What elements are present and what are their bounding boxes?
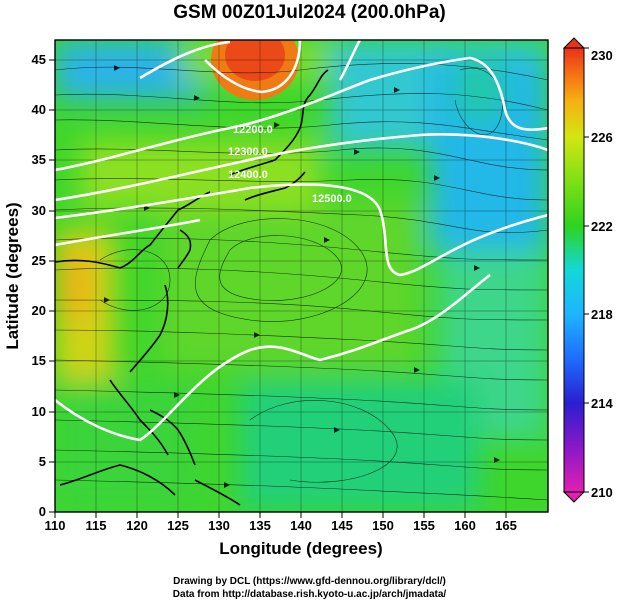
y-tick-label: 30 [32,203,46,218]
colorbar-tick-label: 222 [591,219,613,234]
x-tick-label: 130 [208,518,230,533]
y-tick-label: 40 [32,102,46,117]
y-tick-label: 45 [32,52,46,67]
x-tick-label: 115 [86,518,107,533]
credit-drawing: Drawing by DCL (https://www.gfd-dennou.o… [173,576,446,587]
credits: Drawing by DCL (https://www.gfd-dennou.o… [0,575,619,601]
coastlines [55,69,329,506]
y-tick-label: 5 [39,454,46,469]
colorbar-tick-label: 214 [591,396,613,411]
y-axis: 0 5 10 15 20 25 30 35 40 45 Latitude (de… [3,52,55,519]
temperature-field: 12200.0 12300.0 12400.0 12500.0 [55,40,548,512]
x-tick-label: 155 [413,518,435,533]
x-tick-label: 145 [331,518,353,533]
x-tick-label: 150 [372,518,394,533]
colorbar-tick-label: 210 [591,485,613,500]
colorbar-tick-label: 218 [591,307,613,322]
x-tick-label: 160 [454,518,476,533]
y-axis-label: Latitude (degrees) [3,202,22,349]
wind-arrowheads [104,65,500,488]
y-tick-label: 0 [39,504,46,519]
graticule [55,40,548,512]
y-tick-label: 15 [32,353,46,368]
x-axis-label: Longitude (degrees) [219,539,382,558]
colorbar: 210 214 218 222 226 230 [562,37,613,503]
x-axis: 110 115 120 125 130 135 140 145 150 155 … [45,512,517,558]
colorbar-tick-label: 230 [591,48,613,63]
x-tick-label: 125 [167,518,189,533]
height-contours [55,40,548,442]
x-tick-label: 135 [249,518,271,533]
contour-label-12200: 12200.0 [233,124,273,136]
contour-labels: 12200.0 12300.0 12400.0 12500.0 [228,124,352,205]
colorbar-ramp [563,47,585,493]
contour-label-12300: 12300.0 [228,146,268,158]
colorbar-min-arrow [562,491,586,503]
contour-label-12500: 12500.0 [312,193,352,205]
colorbar-max-arrow [562,37,586,49]
contour-label-12400: 12400.0 [228,169,268,181]
colorbar-tick-label: 226 [591,130,613,145]
x-tick-label: 140 [290,518,312,533]
y-tick-label: 25 [32,253,46,268]
y-tick-label: 10 [32,404,46,419]
y-tick-label: 20 [32,303,46,318]
x-tick-label: 110 [45,518,66,533]
y-tick-label: 35 [32,152,46,167]
x-tick-label: 165 [495,518,517,533]
x-tick-label: 120 [126,518,148,533]
credit-data-source: Data from http://database.rish.kyoto-u.a… [172,589,447,600]
map-title: GSM 00Z01Jul2024 (200.0hPa) [173,2,446,23]
